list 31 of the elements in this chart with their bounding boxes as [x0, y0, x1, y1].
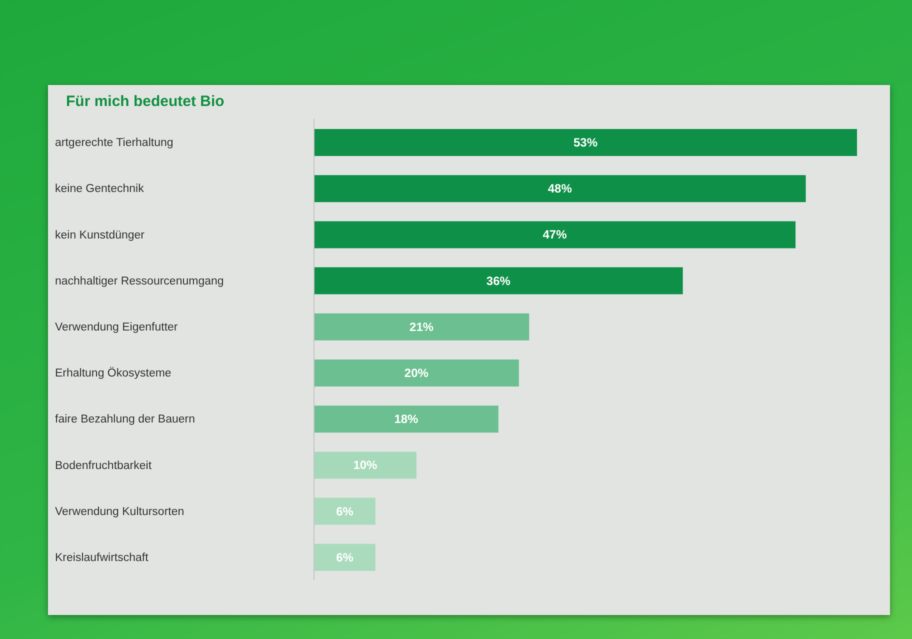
y-tick-label: faire Bezahlung der Bauern [55, 414, 196, 426]
bar [314, 498, 376, 525]
data-label: 47% [542, 228, 568, 242]
y-tick-label: nachhaltiger Ressourcenumgang [55, 275, 224, 288]
data-label: 36% [486, 274, 511, 288]
y-tick-label: Erhaltung Ökosysteme [55, 366, 172, 380]
bar [314, 313, 530, 340]
y-tick-label: keine Gentechnik [55, 183, 144, 196]
data-label: 18% [394, 412, 419, 426]
data-label: 10% [353, 458, 378, 472]
data-label: 20% [404, 366, 429, 380]
bar [314, 544, 376, 571]
data-label: 6% [336, 550, 354, 564]
data-label: 21% [410, 320, 434, 334]
data-label: 48% [548, 182, 572, 196]
y-tick-label: kein Kunstdünger [55, 229, 145, 242]
y-tick-label: Verwendung Kultursorten [55, 506, 184, 518]
y-tick-label: artgerechte Tierhaltung [55, 137, 174, 150]
bar [314, 452, 416, 479]
y-tick-label: Bodenfruchtbarkeit [55, 460, 152, 472]
bar [314, 221, 796, 248]
bar [314, 175, 806, 202]
bar [314, 129, 857, 156]
bar [314, 406, 498, 433]
bar [314, 360, 519, 386]
data-label: 6% [336, 504, 354, 518]
y-tick-label: Verwendung Eigenfutter [55, 321, 178, 334]
text: Für mich bedeutet Bio [66, 93, 224, 110]
data-label: 53% [573, 136, 598, 150]
y-tick-label: Kreislaufwirtschaft [55, 552, 150, 564]
bar [314, 267, 683, 294]
